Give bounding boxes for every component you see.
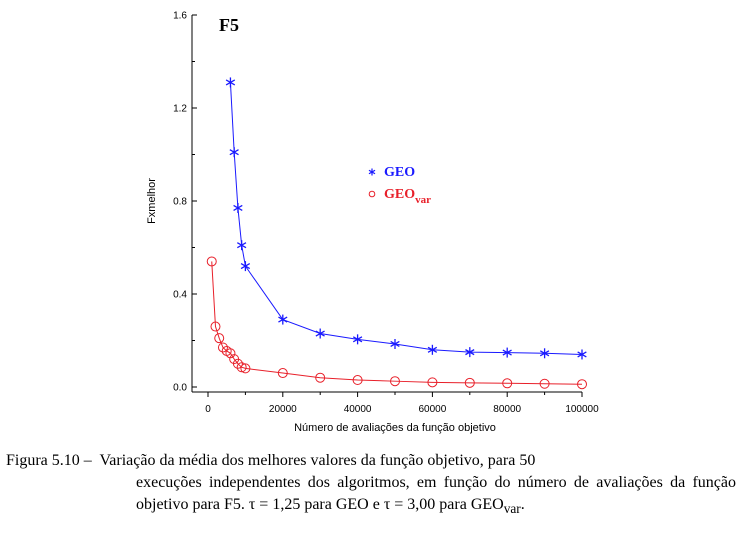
series-2-point bbox=[464, 377, 475, 388]
y-axis-title: Fxmelhor bbox=[146, 178, 158, 224]
x-tick-label: 20000 bbox=[269, 404, 297, 415]
series-1-point bbox=[577, 349, 587, 360]
chart: 0.0 0.4 0.8 1.2 1.6 0 20000 40000 60000 80000 1000… bbox=[146, 11, 599, 435]
series-2-point bbox=[225, 348, 236, 359]
legend-label-sub: var bbox=[415, 194, 431, 206]
y-tick-label: 1.6 bbox=[173, 11, 187, 22]
series-2-point bbox=[427, 377, 438, 388]
legend-label-2: GEOvar bbox=[384, 187, 431, 206]
series-2-point bbox=[214, 333, 225, 344]
series-2-point bbox=[390, 376, 400, 387]
series-1-point bbox=[278, 314, 288, 325]
series-line-1 bbox=[229, 82, 583, 355]
series-1-point bbox=[539, 348, 550, 359]
series-2-point bbox=[577, 379, 587, 390]
series-1-point bbox=[229, 147, 239, 158]
chart-legend: GEO GEOvar bbox=[368, 165, 431, 206]
series-2-point bbox=[232, 358, 243, 369]
x-tick-label: 80000 bbox=[493, 404, 521, 415]
series-2-point bbox=[217, 342, 228, 353]
series-1-point bbox=[465, 347, 475, 358]
series-2-point bbox=[206, 256, 217, 267]
series-2-point bbox=[315, 372, 326, 383]
caption-rest-sub: var bbox=[503, 501, 521, 517]
chart-axes: 0.0 0.4 0.8 1.2 1.6 0 20000 40000 60000 80000 1000… bbox=[173, 11, 599, 416]
x-tick-label: 40000 bbox=[344, 404, 372, 415]
series-1-point bbox=[225, 77, 236, 88]
caption-rest-text: execuções independentes dos algoritmos, … bbox=[136, 474, 736, 513]
caption-rest-end: . bbox=[520, 496, 525, 513]
y-tick-label: 0.0 bbox=[173, 383, 187, 394]
series-1-point bbox=[315, 328, 325, 339]
chart-title: F5 bbox=[219, 15, 239, 35]
series-line-2 bbox=[211, 261, 583, 385]
series-1-point bbox=[427, 344, 438, 355]
series-1-point bbox=[352, 334, 363, 345]
series-1-point bbox=[236, 240, 247, 251]
figure-caption: Figura 5.10 – Variação da média dos melh… bbox=[6, 450, 736, 520]
legend-marker-1 bbox=[368, 168, 376, 176]
y-tick-label: 0.4 bbox=[173, 290, 187, 301]
series-2-point bbox=[240, 363, 251, 374]
x-axis-title: Número de avaliações da função objetivo bbox=[294, 422, 496, 434]
series-2-point bbox=[502, 378, 513, 389]
y-tick-label: 1.2 bbox=[173, 104, 187, 115]
series-2-point bbox=[277, 368, 288, 379]
legend-label-1: GEO bbox=[384, 165, 415, 180]
x-tick-label: 100000 bbox=[565, 404, 599, 415]
caption-line1: Variação da média dos melhores valores d… bbox=[99, 452, 536, 469]
x-tick-label: 60000 bbox=[418, 404, 446, 415]
caption-first-line: Figura 5.10 – Variação da média dos melh… bbox=[6, 450, 736, 472]
series-2-point bbox=[352, 375, 363, 386]
caption-rest: execuções independentes dos algoritmos, … bbox=[136, 472, 736, 520]
x-tick-label: 0 bbox=[205, 404, 211, 415]
series-1-point bbox=[233, 202, 243, 213]
series-2-point bbox=[236, 362, 247, 373]
series-2-point bbox=[210, 321, 221, 332]
series-2-point bbox=[539, 378, 550, 389]
series-1-point bbox=[240, 261, 251, 272]
legend-marker-2 bbox=[368, 190, 376, 198]
series-1-point bbox=[502, 347, 512, 358]
caption-prefix: Figura 5.10 – bbox=[6, 452, 92, 469]
series-1-point bbox=[390, 338, 400, 349]
y-tick-label: 0.8 bbox=[173, 197, 187, 208]
chart-series-layer bbox=[206, 77, 587, 390]
